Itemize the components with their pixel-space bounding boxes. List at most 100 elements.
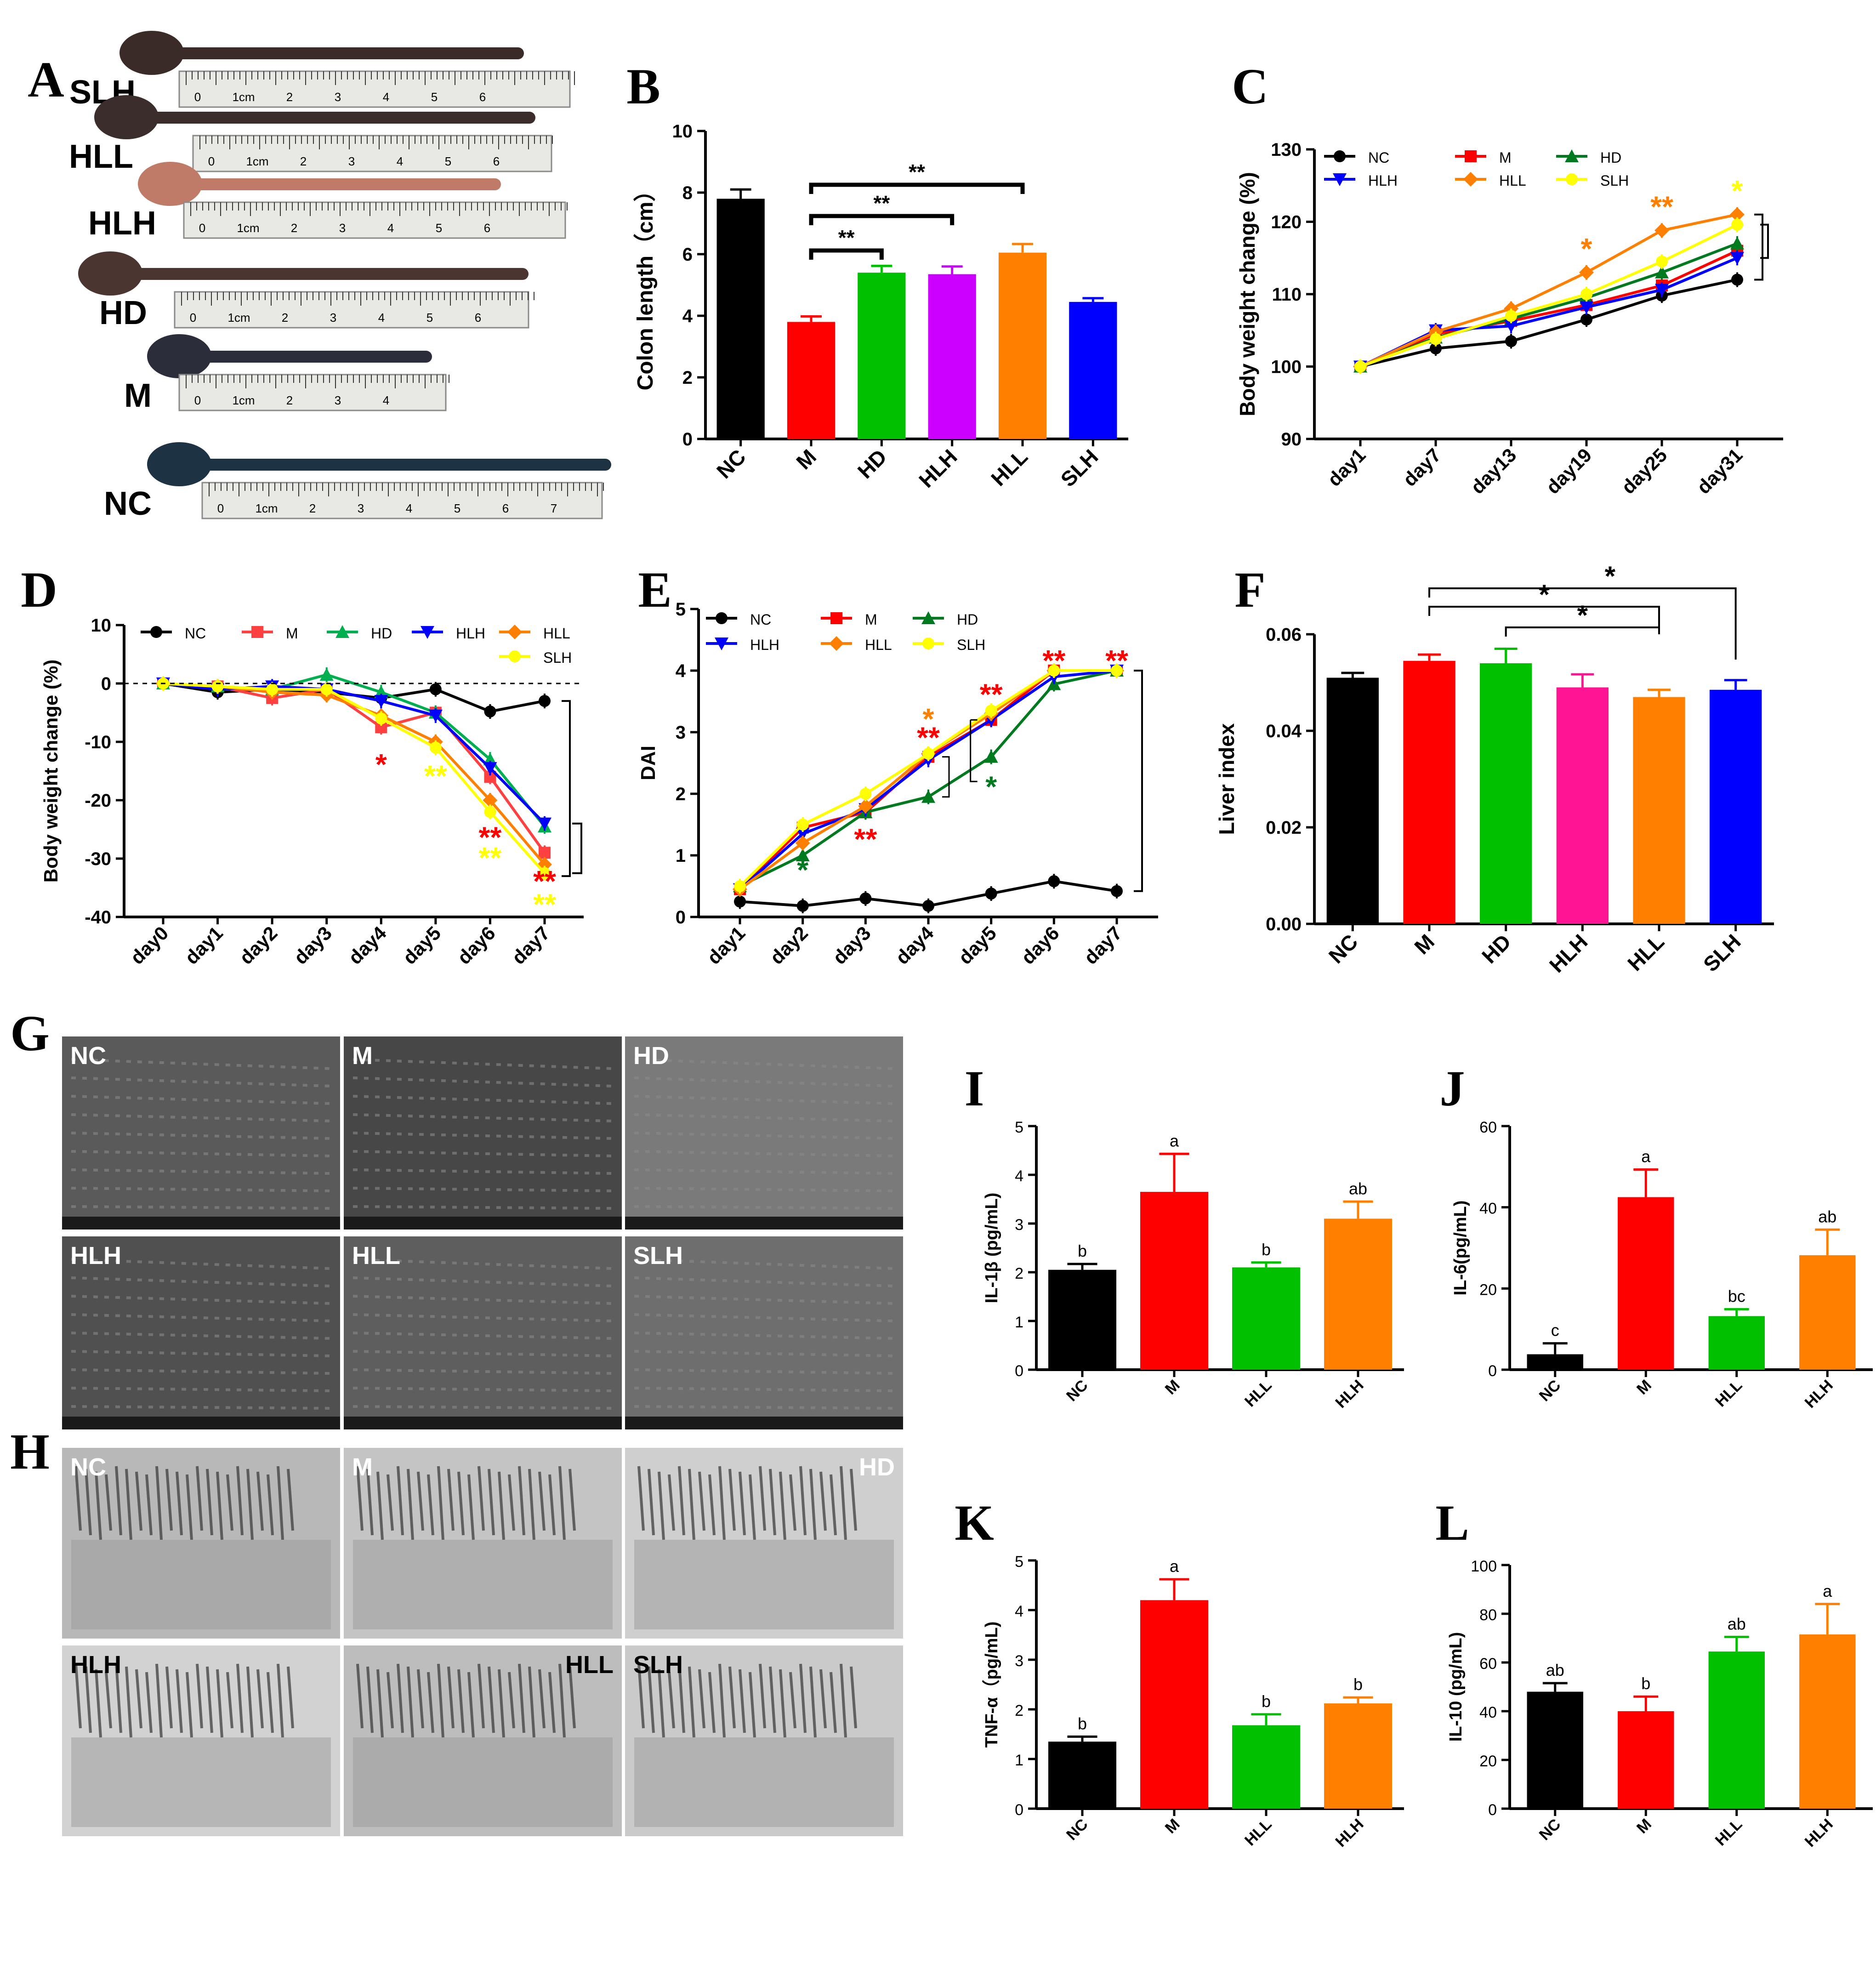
point-SLH bbox=[859, 788, 872, 800]
significance-bracket bbox=[562, 700, 571, 877]
microvilli bbox=[155, 1663, 163, 1738]
bar-HLL bbox=[1708, 1651, 1765, 1809]
y-tick-label: 5 bbox=[676, 599, 686, 620]
point-HD bbox=[1730, 236, 1744, 250]
ruler bbox=[174, 291, 529, 329]
significance-star: ** bbox=[533, 888, 556, 921]
microvilli bbox=[688, 1666, 695, 1738]
microvilli bbox=[437, 1663, 444, 1738]
significance-star: ** bbox=[1042, 644, 1065, 677]
point-HLL bbox=[1579, 265, 1594, 280]
sem-group-label: HD bbox=[633, 1042, 669, 1070]
microvilli bbox=[648, 1469, 655, 1536]
legend-marker bbox=[507, 625, 522, 639]
microvilli bbox=[236, 1466, 244, 1536]
point-SLH bbox=[734, 880, 746, 892]
microvilli bbox=[739, 1471, 746, 1536]
bar-NC bbox=[1048, 1742, 1116, 1809]
legend-marker bbox=[1334, 150, 1346, 162]
y-tick-label: 0.02 bbox=[1266, 818, 1302, 838]
ruler-number: 3 bbox=[330, 311, 336, 324]
ruler-number: 3 bbox=[348, 154, 355, 168]
cytoplasm bbox=[353, 1540, 613, 1629]
point-HLH bbox=[374, 695, 388, 708]
sem-info-bar bbox=[625, 1417, 903, 1429]
microvilli bbox=[728, 1666, 736, 1729]
panel-letter-A: A bbox=[28, 51, 64, 108]
microvilli bbox=[548, 1474, 556, 1536]
significance-star: * bbox=[985, 770, 997, 803]
legend-marker bbox=[150, 626, 162, 638]
y-tick-label: 90 bbox=[1281, 429, 1302, 450]
y-tick-label: 20 bbox=[1479, 1753, 1497, 1770]
microvilli bbox=[678, 1466, 685, 1536]
colon-cecum bbox=[147, 334, 211, 378]
cytoplasm bbox=[71, 1540, 331, 1629]
point-HLL bbox=[483, 793, 498, 808]
ruler-number: 2 bbox=[286, 393, 293, 407]
microvilli bbox=[226, 1672, 233, 1729]
significance-letter: ab bbox=[1728, 1614, 1746, 1633]
ruler-number: 5 bbox=[426, 311, 433, 324]
significance-letter: a bbox=[1170, 1131, 1179, 1150]
bar-HLH bbox=[1799, 1255, 1856, 1370]
microvilli bbox=[518, 1466, 525, 1536]
ruler-number: 2 bbox=[309, 501, 316, 515]
y-tick-label: 0 bbox=[676, 907, 686, 928]
point-SLH bbox=[1731, 218, 1743, 231]
panel-letter-H: H bbox=[10, 1423, 50, 1480]
microvilli bbox=[830, 1672, 837, 1733]
series-line-HLH bbox=[163, 682, 546, 825]
bar-HLH bbox=[928, 274, 976, 439]
colon-group-label: NC bbox=[104, 485, 152, 522]
bar-HLH bbox=[1799, 1634, 1856, 1809]
microvilli bbox=[135, 1669, 142, 1729]
y-tick-label: -40 bbox=[85, 907, 111, 928]
point-HLH bbox=[1580, 301, 1593, 314]
colon-tissue bbox=[184, 351, 432, 363]
panel-letter-B: B bbox=[626, 58, 660, 114]
microvilli bbox=[799, 1466, 807, 1536]
tem-group-label: HD bbox=[859, 1453, 895, 1481]
point-NC bbox=[484, 705, 496, 717]
point-SLH bbox=[211, 680, 224, 693]
microvilli bbox=[246, 1666, 254, 1738]
microvilli bbox=[678, 1663, 685, 1733]
y-tick-label: 0 bbox=[1015, 1801, 1023, 1819]
point-SLH bbox=[1430, 333, 1442, 345]
colon-group-label: M bbox=[124, 377, 152, 414]
ruler-number: 0 bbox=[208, 154, 215, 168]
significance-bracket bbox=[1754, 213, 1763, 281]
microvilli bbox=[95, 1471, 102, 1540]
point-NC bbox=[859, 892, 872, 905]
sem-group-label: SLH bbox=[633, 1242, 683, 1269]
microvilli bbox=[830, 1474, 837, 1536]
microvilli bbox=[407, 1666, 414, 1738]
series-line-HLL bbox=[1359, 213, 1738, 368]
bar-NC bbox=[1048, 1269, 1116, 1370]
bar-HLH bbox=[1556, 687, 1609, 924]
microvilli bbox=[366, 1469, 374, 1536]
microvilli bbox=[356, 1663, 364, 1729]
y-axis-title: DAI bbox=[637, 746, 659, 780]
point-NC bbox=[734, 895, 746, 908]
y-tick-label: 2 bbox=[676, 784, 686, 804]
microvilli bbox=[698, 1471, 705, 1531]
colon-tissue bbox=[184, 459, 611, 471]
significance-bracket bbox=[970, 719, 978, 782]
legend-marker bbox=[715, 638, 728, 650]
point-NC bbox=[1048, 875, 1060, 888]
ruler-number: 3 bbox=[339, 221, 346, 235]
point-SLH bbox=[484, 806, 496, 818]
point-NC bbox=[796, 899, 809, 912]
significance-label: ** bbox=[909, 160, 925, 184]
point-HLH bbox=[483, 762, 497, 775]
ruler-number: 5 bbox=[431, 90, 438, 104]
microvilli bbox=[397, 1663, 404, 1733]
y-tick-label: 1 bbox=[1015, 1314, 1023, 1331]
significance-letter: a bbox=[1823, 1582, 1832, 1600]
legend-label: HD bbox=[957, 611, 978, 628]
bar-M bbox=[1140, 1192, 1208, 1370]
ruler-number: 2 bbox=[300, 154, 307, 168]
